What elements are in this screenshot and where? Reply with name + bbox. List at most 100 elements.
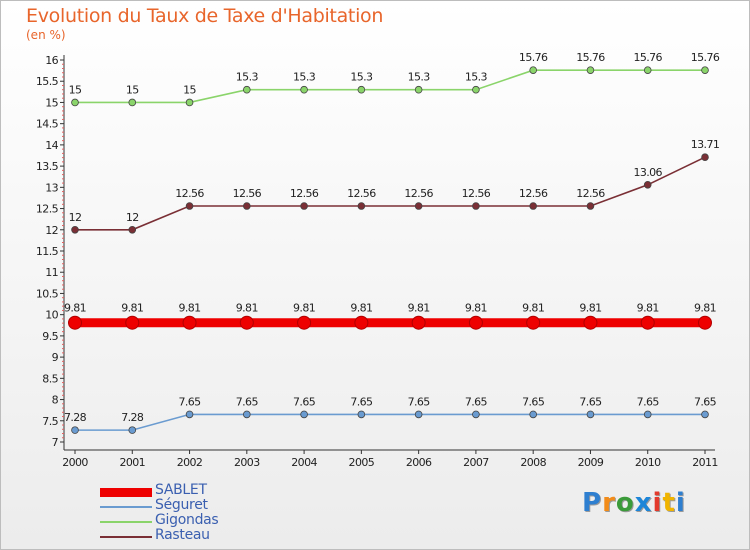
data-label: 12.56 bbox=[347, 187, 376, 200]
y-tick-label: 10.5 bbox=[36, 287, 59, 300]
logo-letter: t bbox=[662, 488, 676, 518]
chart-title: Evolution du Taux de Taxe d'Habitation bbox=[26, 5, 384, 27]
data-point bbox=[243, 85, 251, 94]
data-point bbox=[586, 66, 595, 74]
data-point bbox=[185, 410, 194, 419]
data-label: 9.81 bbox=[579, 302, 601, 315]
data-label: 12.56 bbox=[576, 187, 605, 200]
y-tick-label: 8.5 bbox=[42, 372, 58, 385]
data-point bbox=[300, 410, 308, 419]
data-label: 7.65 bbox=[579, 395, 602, 408]
data-point bbox=[583, 315, 598, 330]
data-point bbox=[128, 98, 137, 107]
data-point bbox=[701, 410, 709, 419]
data-label: 9.81 bbox=[465, 302, 487, 315]
data-point bbox=[643, 66, 652, 74]
data-point bbox=[586, 410, 595, 419]
y-tick-label: 11 bbox=[45, 266, 58, 279]
legend-swatch bbox=[100, 521, 152, 523]
data-label: 12.56 bbox=[462, 187, 491, 200]
x-tick-label: 2000 bbox=[62, 456, 88, 469]
data-label: 9.81 bbox=[637, 302, 659, 315]
data-point bbox=[411, 315, 426, 330]
data-point bbox=[125, 315, 140, 330]
data-point bbox=[297, 315, 312, 330]
x-tick-label: 2004 bbox=[291, 456, 317, 469]
x-tick-label: 2009 bbox=[578, 456, 604, 469]
y-tick-label: 7 bbox=[52, 436, 59, 449]
data-point bbox=[182, 315, 197, 330]
data-label: 12.56 bbox=[290, 187, 319, 200]
data-label: 7.65 bbox=[236, 395, 259, 408]
x-tick-label: 2011 bbox=[692, 456, 718, 469]
logo-letter: x bbox=[634, 488, 653, 518]
data-point bbox=[185, 202, 194, 210]
data-label: 15.76 bbox=[691, 51, 720, 64]
y-tick-label: 9.5 bbox=[42, 330, 58, 343]
y-tick-label: 14.5 bbox=[36, 118, 59, 131]
data-label: 7.28 bbox=[64, 411, 87, 424]
logo-letter: o bbox=[615, 488, 635, 518]
x-tick-label: 2008 bbox=[520, 456, 546, 469]
data-label: 7.65 bbox=[408, 395, 431, 408]
data-label: 13.71 bbox=[691, 138, 720, 151]
data-point bbox=[71, 98, 79, 107]
data-label: 7.65 bbox=[293, 395, 316, 408]
y-tick-label: 8 bbox=[52, 394, 59, 407]
logo-letter: i bbox=[652, 488, 663, 518]
x-tick-label: 2002 bbox=[177, 456, 203, 469]
data-label: 13.06 bbox=[633, 166, 662, 179]
data-label: 7.65 bbox=[694, 395, 717, 408]
y-tick-label: 16 bbox=[45, 54, 58, 67]
data-point bbox=[472, 202, 480, 210]
data-label: 12.56 bbox=[404, 187, 433, 200]
data-point bbox=[243, 202, 251, 210]
y-axis-unit: (en %) bbox=[26, 28, 66, 42]
data-label: 9.81 bbox=[64, 302, 86, 315]
data-label: 15 bbox=[183, 83, 196, 96]
data-label: 15.3 bbox=[236, 71, 259, 84]
data-point bbox=[529, 66, 537, 74]
data-label: 15 bbox=[69, 83, 82, 96]
legend-label: SABLET bbox=[155, 482, 207, 498]
data-point bbox=[300, 202, 308, 210]
data-point bbox=[68, 315, 82, 330]
x-tick-label: 2001 bbox=[119, 456, 145, 469]
data-label: 9.81 bbox=[408, 302, 430, 315]
y-tick-label: 15 bbox=[45, 96, 58, 109]
data-point bbox=[414, 410, 423, 419]
x-tick-label: 2003 bbox=[234, 456, 260, 469]
data-label: 7.65 bbox=[178, 395, 201, 408]
legend-swatch bbox=[100, 506, 152, 508]
data-point bbox=[414, 202, 423, 210]
data-label: 12.56 bbox=[233, 187, 262, 200]
data-point bbox=[640, 315, 655, 330]
data-label: 7.28 bbox=[121, 411, 144, 424]
logo-letter: r bbox=[602, 488, 616, 518]
data-point bbox=[472, 85, 480, 94]
data-point bbox=[71, 426, 79, 434]
data-label: 15.3 bbox=[350, 71, 373, 84]
data-point bbox=[71, 225, 79, 234]
data-point bbox=[701, 66, 709, 74]
legend-label: Séguret bbox=[155, 497, 208, 513]
y-tick-label: 12 bbox=[45, 224, 58, 237]
data-point bbox=[472, 410, 480, 419]
data-point bbox=[357, 202, 366, 210]
data-point bbox=[701, 153, 709, 161]
series-line-gigondas bbox=[75, 69, 705, 104]
data-label: 9.81 bbox=[121, 302, 143, 315]
legend-swatch bbox=[100, 536, 152, 538]
data-label: 9.81 bbox=[293, 302, 315, 315]
data-point bbox=[698, 315, 712, 330]
y-tick-label: 13 bbox=[45, 181, 58, 194]
data-point bbox=[185, 98, 194, 107]
x-tick-label: 2007 bbox=[463, 456, 489, 469]
data-label: 9.81 bbox=[350, 302, 372, 315]
y-tick-label: 13.5 bbox=[36, 160, 59, 173]
data-point bbox=[468, 315, 483, 330]
data-label: 15.76 bbox=[576, 51, 605, 64]
data-point bbox=[128, 225, 137, 234]
